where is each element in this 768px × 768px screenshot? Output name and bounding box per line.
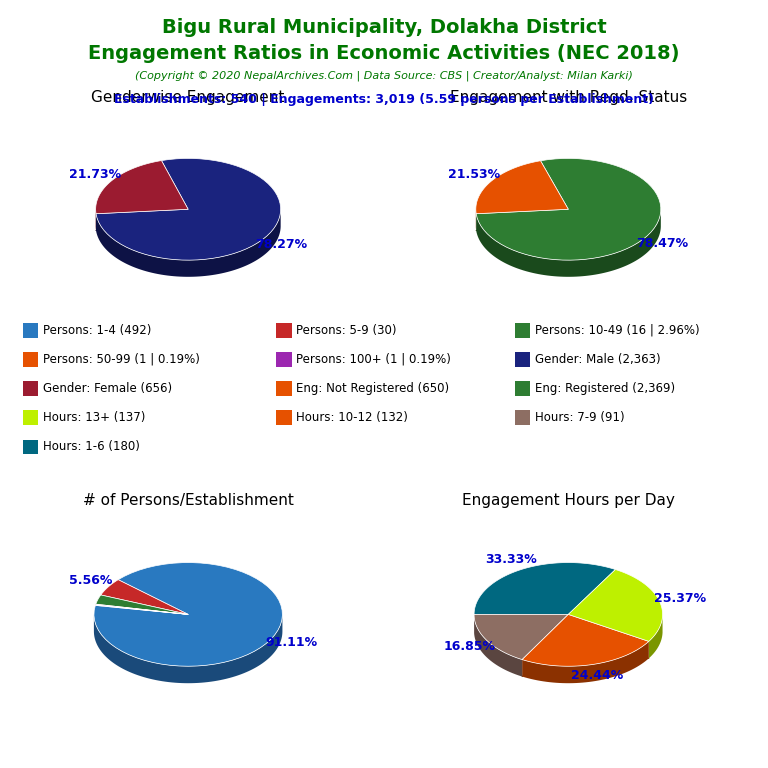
Text: 78.27%: 78.27%: [256, 237, 308, 250]
Polygon shape: [94, 563, 283, 666]
Polygon shape: [474, 616, 522, 677]
Text: Engagement Ratios in Economic Activities (NEC 2018): Engagement Ratios in Economic Activities…: [88, 44, 680, 63]
Text: Gender: Female (656): Gender: Female (656): [43, 382, 172, 395]
Text: Bigu Rural Municipality, Dolakha District: Bigu Rural Municipality, Dolakha Distric…: [161, 18, 607, 37]
Text: Hours: 13+ (137): Hours: 13+ (137): [43, 412, 145, 424]
Text: Hours: 10-12 (132): Hours: 10-12 (132): [296, 412, 409, 424]
Polygon shape: [522, 614, 649, 666]
Polygon shape: [95, 604, 188, 614]
Text: 33.33%: 33.33%: [485, 553, 537, 566]
Text: Establishments: 540 | Engagements: 3,019 (5.59 persons per Establishment): Establishments: 540 | Engagements: 3,019…: [114, 93, 654, 106]
Text: 25.37%: 25.37%: [654, 592, 706, 605]
Polygon shape: [476, 158, 660, 260]
Polygon shape: [474, 563, 615, 614]
Text: 5.56%: 5.56%: [69, 574, 112, 588]
Text: Persons: 1-4 (492): Persons: 1-4 (492): [43, 324, 151, 336]
Polygon shape: [649, 616, 663, 658]
Text: Gender: Male (2,363): Gender: Male (2,363): [535, 353, 660, 366]
Text: Eng: Not Registered (650): Eng: Not Registered (650): [296, 382, 449, 395]
Polygon shape: [476, 161, 568, 214]
Polygon shape: [96, 210, 280, 276]
Polygon shape: [96, 161, 188, 214]
Polygon shape: [568, 570, 663, 641]
Text: Persons: 5-9 (30): Persons: 5-9 (30): [296, 324, 397, 336]
Text: 78.47%: 78.47%: [636, 237, 688, 250]
Title: # of Persons/Establishment: # of Persons/Establishment: [83, 493, 293, 508]
Polygon shape: [95, 604, 188, 614]
Text: 21.53%: 21.53%: [449, 168, 501, 181]
Text: Persons: 100+ (1 | 0.19%): Persons: 100+ (1 | 0.19%): [296, 353, 452, 366]
Text: 16.85%: 16.85%: [443, 640, 495, 653]
Title: Engagement with Regd. Status: Engagement with Regd. Status: [450, 90, 687, 105]
Text: Hours: 7-9 (91): Hours: 7-9 (91): [535, 412, 624, 424]
Polygon shape: [474, 614, 568, 660]
Polygon shape: [96, 158, 280, 260]
Text: Eng: Registered (2,369): Eng: Registered (2,369): [535, 382, 674, 395]
Text: 91.11%: 91.11%: [266, 636, 317, 649]
Text: Persons: 50-99 (1 | 0.19%): Persons: 50-99 (1 | 0.19%): [43, 353, 200, 366]
Title: Genderwise Engagement: Genderwise Engagement: [91, 90, 285, 105]
Polygon shape: [476, 210, 660, 276]
Text: (Copyright © 2020 NepalArchives.Com | Data Source: CBS | Creator/Analyst: Milan : (Copyright © 2020 NepalArchives.Com | Da…: [135, 71, 633, 81]
Text: 24.44%: 24.44%: [571, 669, 624, 682]
Polygon shape: [94, 614, 283, 684]
Polygon shape: [101, 580, 188, 614]
Text: Hours: 1-6 (180): Hours: 1-6 (180): [43, 441, 140, 453]
Polygon shape: [522, 641, 649, 684]
Polygon shape: [96, 595, 188, 614]
Text: 21.73%: 21.73%: [68, 168, 121, 181]
Text: Persons: 10-49 (16 | 2.96%): Persons: 10-49 (16 | 2.96%): [535, 324, 699, 336]
Title: Engagement Hours per Day: Engagement Hours per Day: [462, 493, 675, 508]
